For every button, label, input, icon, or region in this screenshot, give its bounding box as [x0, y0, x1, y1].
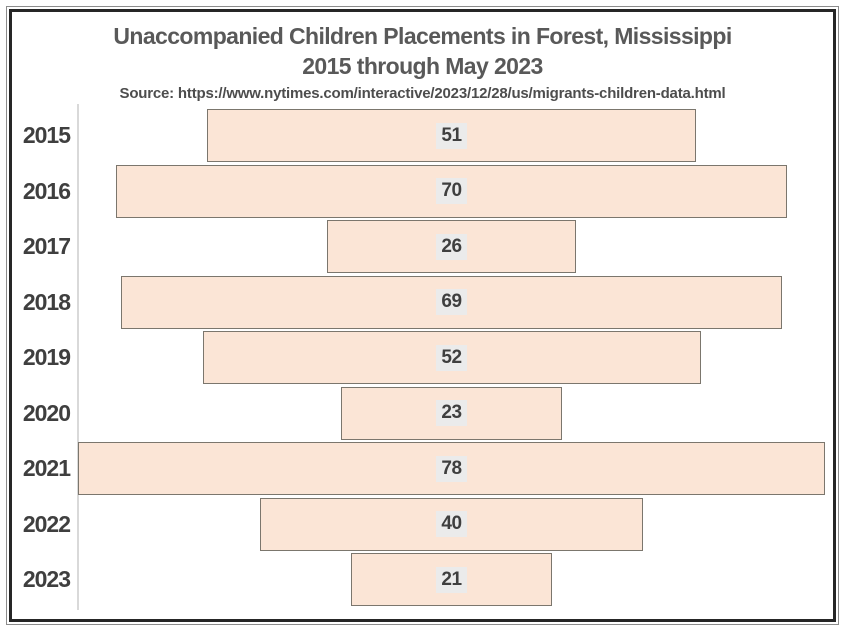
year-axis-labels: 2015 2016 2017 2018 2019 2020 2021 2022 2023: [0, 108, 71, 608]
bar-value-label-2017: 26: [436, 233, 467, 260]
plot-area: 51 70 26 69 52 23 78 40 21: [78, 108, 825, 608]
bar-2020: 23: [341, 386, 562, 440]
bar-row-2015: 51: [78, 108, 825, 164]
year-label-2023: 2023: [22, 566, 71, 593]
chart-title-line1: Unaccompanied Children Placements in For…: [113, 23, 732, 49]
year-label-2022: 2022: [22, 510, 71, 537]
bar-2022: 40: [259, 497, 644, 551]
bar-row-2016: 70: [78, 164, 825, 220]
bar-2017: 26: [327, 220, 576, 274]
bar-value-label-2016: 70: [436, 178, 467, 205]
bar-2016: 70: [116, 164, 787, 218]
bar-row-2020: 23: [78, 386, 825, 442]
bar-row-2022: 40: [78, 497, 825, 553]
year-label-2021: 2021: [22, 455, 71, 482]
year-label-2020: 2020: [22, 399, 71, 426]
bar-row-2019: 52: [78, 330, 825, 386]
year-label-2018: 2018: [22, 288, 71, 315]
year-label-2017: 2017: [22, 233, 71, 260]
bar-row-2017: 26: [78, 219, 825, 275]
bar-2015: 51: [207, 109, 696, 163]
bar-value-label-2023: 21: [436, 566, 467, 593]
year-label-2019: 2019: [22, 344, 71, 371]
bar-value-label-2021: 78: [436, 455, 467, 482]
bar-value-label-2020: 23: [436, 400, 467, 427]
bar-row-2023: 21: [78, 552, 825, 608]
bar-2021: 78: [78, 442, 825, 496]
category-axis-line: [77, 104, 79, 610]
bar-row-2021: 78: [78, 441, 825, 497]
bar-2018: 69: [121, 275, 782, 329]
bar-row-2018: 69: [78, 275, 825, 331]
source-note: Source: https://www.nytimes.com/interact…: [119, 85, 726, 102]
bar-value-label-2015: 51: [436, 122, 467, 149]
bar-2023: 21: [350, 553, 553, 607]
bar-2019: 52: [202, 331, 701, 385]
chart-header: Unaccompanied Children Placements in For…: [0, 21, 845, 102]
bar-value-label-2018: 69: [436, 289, 467, 316]
year-label-2016: 2016: [22, 177, 71, 204]
bar-value-label-2022: 40: [436, 511, 467, 538]
chart-title-line2: 2015 through May 2023: [302, 53, 543, 79]
bar-value-label-2019: 52: [436, 344, 467, 371]
year-label-2015: 2015: [22, 122, 71, 149]
